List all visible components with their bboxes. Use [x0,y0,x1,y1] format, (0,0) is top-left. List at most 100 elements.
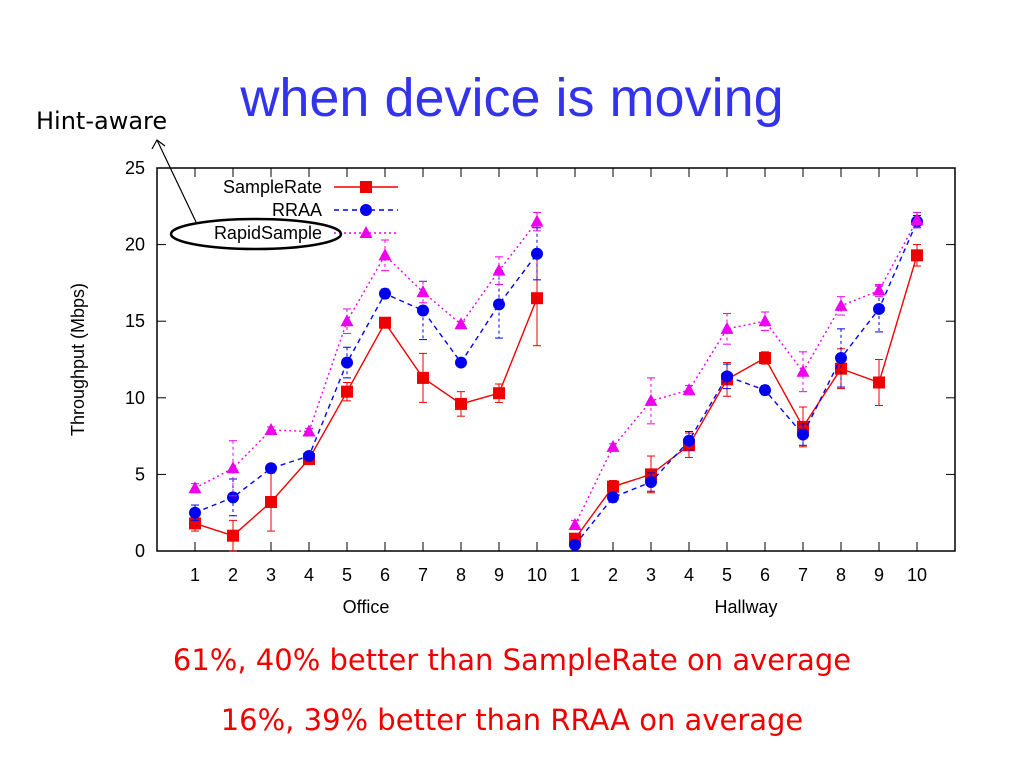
x-tick-label: 9 [874,565,884,585]
data-point-rraa [569,538,581,551]
y-axis-label: Throughput (Mbps) [68,283,88,436]
hint-aware-annotation: Hint-aware [36,107,168,135]
series-line-rraa [574,221,918,546]
data-point-rraa [759,384,771,397]
data-point-rapidsample [682,383,696,396]
x-tick-label: 5 [722,565,732,585]
annotation-arrow [156,139,197,223]
slide-title: when device is moving [240,68,784,128]
data-point-rraa [645,476,657,489]
y-tick-label: 10 [125,388,145,408]
data-point-rraa [493,298,505,311]
plot-frame [156,167,956,552]
x-tick-label: 9 [494,565,504,585]
series-rapidsample [188,211,924,531]
legend-label-rraa: RRAA [272,200,322,220]
series-rraa [189,214,923,551]
data-point-samplerate [455,397,467,410]
x-tick-label: 6 [380,565,390,585]
data-point-rraa [607,491,619,504]
legend-label-samplerate: SampleRate [223,177,322,197]
group-label-hallway: Hallway [714,597,777,617]
annotation-layer [151,139,343,251]
data-point-samplerate [911,249,923,262]
data-point-rapidsample [834,298,848,311]
annotation-arrowhead [151,139,166,150]
data-point-rraa [303,450,315,463]
data-point-rapidsample [568,517,582,530]
y-tick-label: 5 [135,464,145,484]
x-tick-label: 1 [570,565,580,585]
y-tick-label: 15 [125,311,145,331]
x-tick-label: 6 [760,565,770,585]
x-tick-label: 3 [266,565,276,585]
data-point-rapidsample [606,439,620,452]
x-tick-label: 2 [228,565,238,585]
legend-marker-rraa [360,204,372,216]
data-point-rapidsample [302,424,316,437]
x-tick-label: 7 [418,565,428,585]
data-point-rapidsample [264,422,278,435]
data-point-rraa [683,434,695,447]
data-point-rraa [873,302,885,315]
data-point-rapidsample [796,364,810,377]
data-point-samplerate [417,371,429,384]
series-line-rraa [194,253,538,514]
caption-samplerate: 61%, 40% better than SampleRate on avera… [172,643,852,677]
data-point-rapidsample [226,461,240,474]
y-tick-label: 20 [125,235,145,255]
data-point-rraa [227,491,239,504]
x-tick-label: 3 [646,565,656,585]
x-tick-label: 2 [608,565,618,585]
data-point-rapidsample [530,214,544,227]
data-point-rapidsample [416,285,430,298]
series-samplerate [189,244,923,552]
data-point-rapidsample [720,321,734,334]
data-point-samplerate [265,495,277,508]
caption-rraa: 16%, 39% better than RRAA on average [220,703,804,737]
throughput-chart: 0 5 10 15 20 25 1 2 3 4 5 6 7 8 9 10 Office 1 2 3 4 5 6 7 8 9 10 Ha… [68,139,956,617]
x-tick-label: 8 [456,565,466,585]
x-tick-label: 5 [342,565,352,585]
x-tick-label: 10 [527,565,547,585]
data-point-samplerate [607,480,619,493]
x-tick-label: 4 [684,565,694,585]
data-point-samplerate [531,292,543,305]
legend: SampleRate RRAA RapidSample [214,177,398,243]
data-point-rraa [265,462,277,475]
data-point-samplerate [835,362,847,375]
y-tick-label: 25 [125,158,145,178]
data-point-rapidsample [910,213,924,226]
axes: 0 5 10 15 20 25 1 2 3 4 5 6 7 8 9 10 Office 1 2 3 4 5 6 7 8 9 10 Ha… [68,158,956,617]
data-point-samplerate [759,351,771,364]
data-point-samplerate [379,316,391,329]
data-point-samplerate [873,376,885,389]
data-point-rapidsample [872,283,886,296]
series-line-rapidsample [574,219,918,526]
legend-marker-samplerate [360,181,372,193]
series-line-samplerate [194,297,538,537]
group-label-office: Office [343,597,390,617]
series-line-rapidsample [194,221,538,489]
series-layer [188,211,924,552]
data-point-rapidsample [758,314,772,327]
data-point-rapidsample [492,263,506,276]
x-tick-label: 4 [304,565,314,585]
data-point-rapidsample [644,393,658,406]
legend-marker-rapidsample [359,226,373,238]
x-tick-label: 10 [907,565,927,585]
data-point-samplerate [493,387,505,400]
data-point-rapidsample [378,248,392,261]
data-point-rapidsample [188,481,202,494]
data-point-samplerate [341,385,353,398]
data-point-rraa [417,304,429,317]
x-tick-label: 7 [798,565,808,585]
data-point-rraa [531,247,543,260]
data-point-rapidsample [454,317,468,330]
legend-label-rapidsample: RapidSample [214,223,322,243]
data-point-rraa [835,351,847,364]
data-point-samplerate [227,529,239,542]
data-point-rraa [721,370,733,383]
series-line-samplerate [574,255,918,540]
data-point-rraa [189,506,201,519]
